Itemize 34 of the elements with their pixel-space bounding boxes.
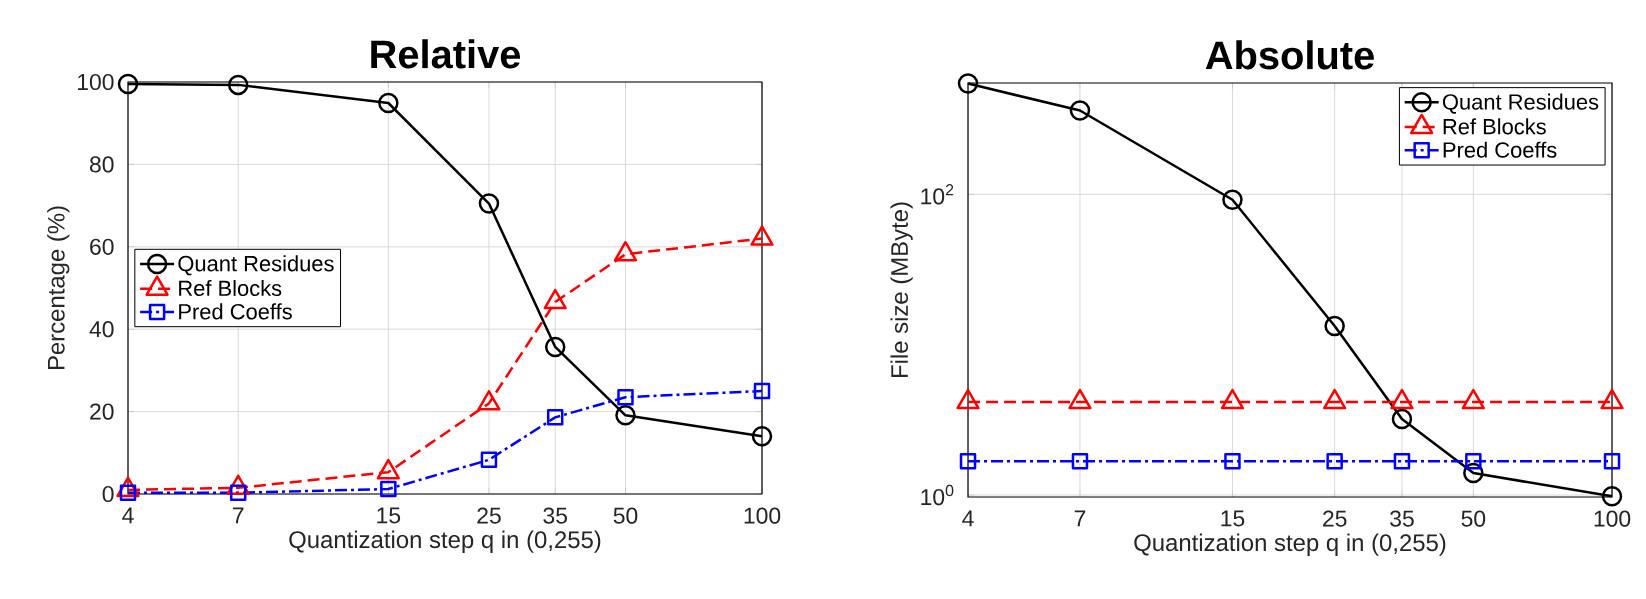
y-axis-title: Percentage (%)	[47, 206, 70, 370]
y-tick-label: 100	[78, 73, 114, 91]
y-tick-label: 0	[102, 485, 114, 503]
x-tick-label: 25	[477, 507, 501, 524]
x-tick-label: 15	[377, 507, 401, 524]
legend-label: Pred Coeffs	[179, 303, 292, 320]
x-tick-label: 50	[1461, 510, 1486, 527]
y-tick-label: 10$^{0}$	[921, 484, 954, 506]
x-tick-label: 7	[233, 507, 244, 524]
x-tick-label: 4	[122, 507, 134, 524]
x-tick-label: 35	[1390, 510, 1414, 527]
legend-label: Ref Blocks	[1443, 118, 1546, 135]
legend-label: Pred Coeffs	[1443, 141, 1557, 158]
x-tick-label: 50	[613, 507, 638, 524]
x-axis-title: Quantization step q in (0,255)	[289, 530, 601, 553]
y-tick-label: 60	[90, 238, 114, 255]
legend-label: Quant Residues	[178, 255, 334, 276]
y-tick-label: 10$^{2}$	[921, 184, 954, 205]
x-tick-label: 100	[1594, 510, 1631, 527]
x-axis-title: Quantization step q in (0,255)	[1134, 533, 1446, 556]
y-tick-label: 40	[89, 321, 114, 338]
x-tick-label: 35	[543, 507, 567, 524]
x-tick-label: 4	[962, 510, 974, 527]
x-tick-label: 100	[744, 507, 781, 524]
chart-title: Absolute	[1205, 40, 1374, 70]
chart-title: Relative	[371, 39, 521, 69]
y-axis-title: File size (MByte)	[890, 202, 913, 378]
legend-label: Ref Blocks	[179, 279, 282, 297]
legend-label: Quant Residues	[1442, 93, 1599, 114]
x-tick-label: 25	[1323, 510, 1347, 527]
y-tick-label: 80	[90, 156, 114, 173]
y-tick-label: 20	[90, 403, 114, 420]
x-tick-label: 7	[1074, 510, 1086, 527]
x-tick-label: 15	[1221, 510, 1245, 527]
